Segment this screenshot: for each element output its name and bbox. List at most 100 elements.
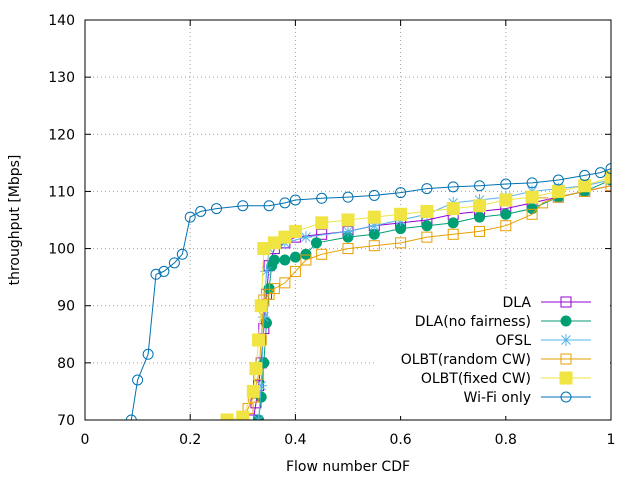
data-point — [500, 178, 512, 190]
data-point — [551, 184, 565, 198]
data-point — [526, 208, 538, 220]
data-point — [342, 243, 354, 255]
data-point — [289, 194, 301, 206]
data-point — [342, 225, 354, 238]
data-point — [268, 283, 280, 295]
data-point — [220, 413, 234, 420]
data-point — [176, 248, 188, 260]
data-point — [368, 189, 380, 201]
legend: DLA DLA(no fairness) OFSL OLBT(random CW) OL… — [401, 295, 591, 406]
data-point — [195, 205, 207, 217]
series-5 — [125, 163, 611, 420]
series-line — [258, 179, 611, 420]
data-point — [125, 414, 137, 420]
data-point — [368, 240, 380, 252]
data-point — [473, 199, 486, 213]
data-point — [446, 202, 460, 216]
data-point — [500, 220, 512, 232]
y-tick-label: 70 — [57, 413, 75, 429]
legend-marker — [560, 391, 572, 403]
data-point — [604, 170, 611, 184]
data-point — [279, 254, 291, 266]
data-point — [252, 333, 266, 347]
legend-marker — [559, 371, 573, 385]
data-point — [237, 200, 249, 212]
data-point — [184, 211, 196, 223]
data-point — [525, 190, 539, 204]
data-point — [158, 265, 170, 277]
legend-marker — [560, 315, 572, 327]
x-axis-label: Flow number CDF — [286, 459, 410, 475]
data-point — [252, 414, 265, 420]
data-point — [211, 203, 222, 215]
data-point — [132, 374, 144, 386]
data-point — [300, 248, 312, 260]
data-point — [421, 220, 433, 232]
y-tick-label: 120 — [48, 127, 75, 143]
data-point — [605, 180, 611, 192]
legend-label: OLBT(fixed CW) — [421, 371, 531, 387]
data-point — [342, 191, 354, 203]
data-point — [367, 210, 381, 224]
legend-label: DLA — [503, 295, 532, 311]
data-point — [316, 192, 328, 204]
data-point — [447, 217, 459, 229]
data-point — [246, 384, 260, 398]
data-point — [420, 204, 434, 218]
plot-frame — [84, 19, 612, 421]
x-tick-label: 1 — [607, 432, 616, 448]
data-point — [594, 167, 606, 179]
legend-label: OLBT(random CW) — [401, 352, 531, 368]
legend-marker — [560, 353, 572, 365]
data-point — [142, 348, 154, 360]
y-tick-label: 100 — [48, 242, 75, 258]
y-tick-label: 80 — [57, 356, 75, 372]
data-point — [474, 180, 485, 192]
data-point — [263, 200, 275, 212]
data-point — [279, 197, 291, 209]
legend-marker — [560, 334, 572, 346]
data-point — [421, 231, 433, 243]
data-point — [168, 257, 180, 269]
series-4 — [220, 170, 611, 420]
data-point — [395, 187, 407, 199]
y-tick-label: 90 — [57, 299, 75, 315]
data-point — [315, 216, 329, 230]
y-tick-label: 130 — [48, 70, 75, 86]
data-point — [421, 183, 433, 195]
data-point — [474, 225, 485, 237]
data-point — [395, 237, 407, 249]
x-tick-label: 0 — [81, 432, 90, 448]
data-point — [394, 207, 408, 221]
data-point — [299, 231, 312, 244]
data-point — [316, 248, 328, 260]
x-tick-label: 0.6 — [389, 432, 411, 448]
data-point — [249, 362, 263, 376]
data-point — [289, 251, 301, 263]
data-point — [500, 208, 512, 220]
data-point — [279, 277, 291, 289]
data-point — [447, 181, 459, 193]
data-point — [552, 174, 564, 186]
data-point — [288, 224, 302, 238]
data-point — [289, 265, 301, 277]
data-point — [578, 179, 592, 193]
tick-labels: 70 80 90 100 110 120 130 140 0 0.2 0.4 0.6 0.8 1 — [48, 13, 615, 448]
series-layer — [125, 163, 611, 420]
y-axis-label: throughput [Mbps] — [7, 155, 23, 286]
data-point — [447, 228, 459, 240]
data-point — [310, 237, 322, 249]
legend-marker — [560, 296, 572, 308]
legend-label: Wi-Fi only — [464, 390, 531, 406]
data-point — [579, 169, 591, 181]
data-point — [247, 414, 259, 420]
data-point — [474, 211, 485, 223]
data-point — [254, 299, 268, 313]
y-tick-label: 110 — [48, 184, 75, 200]
data-point — [526, 203, 538, 215]
data-point — [499, 193, 513, 207]
x-tick-label: 0.4 — [284, 432, 306, 448]
data-point — [300, 254, 312, 266]
data-point — [341, 213, 355, 227]
